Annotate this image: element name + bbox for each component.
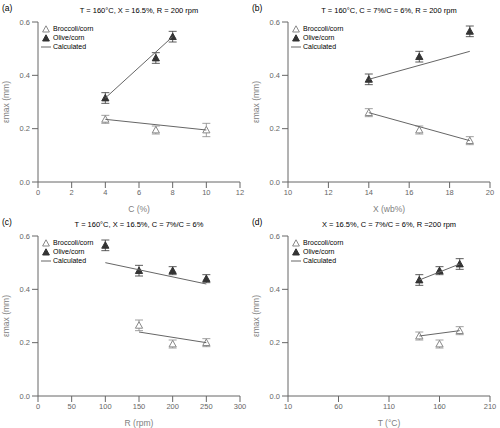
svg-text:200: 200 bbox=[166, 402, 179, 411]
svg-text:50: 50 bbox=[67, 402, 75, 411]
svg-text:0.2: 0.2 bbox=[20, 124, 30, 133]
svg-text:16: 16 bbox=[405, 188, 413, 197]
svg-text:12: 12 bbox=[324, 188, 332, 197]
svg-text:300: 300 bbox=[234, 402, 247, 411]
svg-text:18: 18 bbox=[445, 188, 453, 197]
svg-text:60: 60 bbox=[334, 402, 342, 411]
svg-text:14: 14 bbox=[365, 188, 373, 197]
html-text:T = 160°C, X = 16.5%, C = 7%/C: T = 160°C, X = 16.5%, C = 7%/C = 6% bbox=[74, 220, 204, 229]
svg-text:0.6: 0.6 bbox=[20, 232, 30, 241]
svg-text:0.6: 0.6 bbox=[270, 232, 280, 241]
svg-text:0.0: 0.0 bbox=[20, 178, 30, 187]
svg-text:R (rpm): R (rpm) bbox=[125, 418, 154, 428]
svg-text:0.6: 0.6 bbox=[20, 18, 30, 27]
html-text:T = 160°C, C = 7%/C = 6%, R =: T = 160°C, C = 7%/C = 6%, R = 200 rpm bbox=[321, 6, 457, 15]
html-text:(b): (b) bbox=[252, 3, 263, 13]
html-text:T = 160°C, X = 16.5%, R = 200: T = 160°C, X = 16.5%, R = 200 rpm bbox=[79, 6, 199, 15]
svg-text:εmax (mm): εmax (mm) bbox=[8, 81, 11, 123]
svg-text:10: 10 bbox=[284, 188, 292, 197]
svg-text:0.2: 0.2 bbox=[20, 338, 30, 347]
html-text:(c): (c) bbox=[2, 217, 12, 227]
svg-text:0.0: 0.0 bbox=[20, 392, 30, 401]
svg-text:εmax (mm): εmax (mm) bbox=[251, 81, 261, 123]
svg-text:12: 12 bbox=[236, 188, 244, 197]
svg-text:100: 100 bbox=[99, 402, 112, 411]
svg-text:0.4: 0.4 bbox=[20, 71, 30, 80]
svg-text:0.0: 0.0 bbox=[270, 178, 280, 187]
svg-text:20: 20 bbox=[486, 188, 492, 197]
html-text:Calculated: Calculated bbox=[303, 257, 337, 264]
svg-text:250: 250 bbox=[200, 402, 213, 411]
html-text:Broccoli/corn: Broccoli/corn bbox=[53, 239, 94, 246]
svg-text:4: 4 bbox=[103, 188, 107, 197]
svg-text:0.2: 0.2 bbox=[270, 124, 280, 133]
html-text:Broccoli/corn: Broccoli/corn bbox=[53, 25, 94, 32]
svg-text:0.4: 0.4 bbox=[20, 285, 30, 294]
svg-text:8: 8 bbox=[171, 188, 175, 197]
svg-text:0.4: 0.4 bbox=[270, 285, 280, 294]
svg-text:10: 10 bbox=[202, 188, 210, 197]
html-text:Olive/corn: Olive/corn bbox=[53, 248, 85, 255]
html-text:(d): (d) bbox=[252, 217, 263, 227]
svg-text:εmax (mm): εmax (mm) bbox=[8, 295, 11, 337]
svg-text:0.4: 0.4 bbox=[270, 71, 280, 80]
svg-text:0: 0 bbox=[36, 402, 40, 411]
html-text:Olive/corn: Olive/corn bbox=[303, 34, 335, 41]
html-text:Broccoli/corn: Broccoli/corn bbox=[303, 25, 344, 32]
html-text:Olive/corn: Olive/corn bbox=[303, 248, 335, 255]
html-text:Calculated: Calculated bbox=[53, 43, 87, 50]
svg-text:10: 10 bbox=[284, 402, 292, 411]
html-text:Olive/corn: Olive/corn bbox=[53, 34, 85, 41]
svg-text:T (°C): T (°C) bbox=[378, 418, 401, 428]
html-text:Calculated: Calculated bbox=[303, 43, 337, 50]
svg-text:0.2: 0.2 bbox=[270, 338, 280, 347]
svg-text:2: 2 bbox=[70, 188, 74, 197]
svg-text:0.6: 0.6 bbox=[270, 18, 280, 27]
svg-text:εmax (mm): εmax (mm) bbox=[251, 295, 261, 337]
html-text:X = 16.5%, C = 7%/C = 6%, R =2: X = 16.5%, C = 7%/C = 6%, R =200 rpm bbox=[321, 220, 457, 229]
svg-text:X (wb%): X (wb%) bbox=[373, 204, 405, 214]
svg-text:6: 6 bbox=[137, 188, 141, 197]
svg-text:0.0: 0.0 bbox=[270, 392, 280, 401]
svg-text:C (%): C (%) bbox=[128, 204, 150, 214]
html-text:Broccoli/corn: Broccoli/corn bbox=[303, 239, 344, 246]
html-text:Calculated: Calculated bbox=[53, 257, 87, 264]
svg-text:150: 150 bbox=[133, 402, 146, 411]
svg-text:110: 110 bbox=[383, 402, 395, 411]
svg-text:0: 0 bbox=[36, 188, 40, 197]
svg-text:210: 210 bbox=[484, 402, 492, 411]
svg-text:160: 160 bbox=[433, 402, 446, 411]
html-text:(a): (a) bbox=[2, 3, 13, 13]
